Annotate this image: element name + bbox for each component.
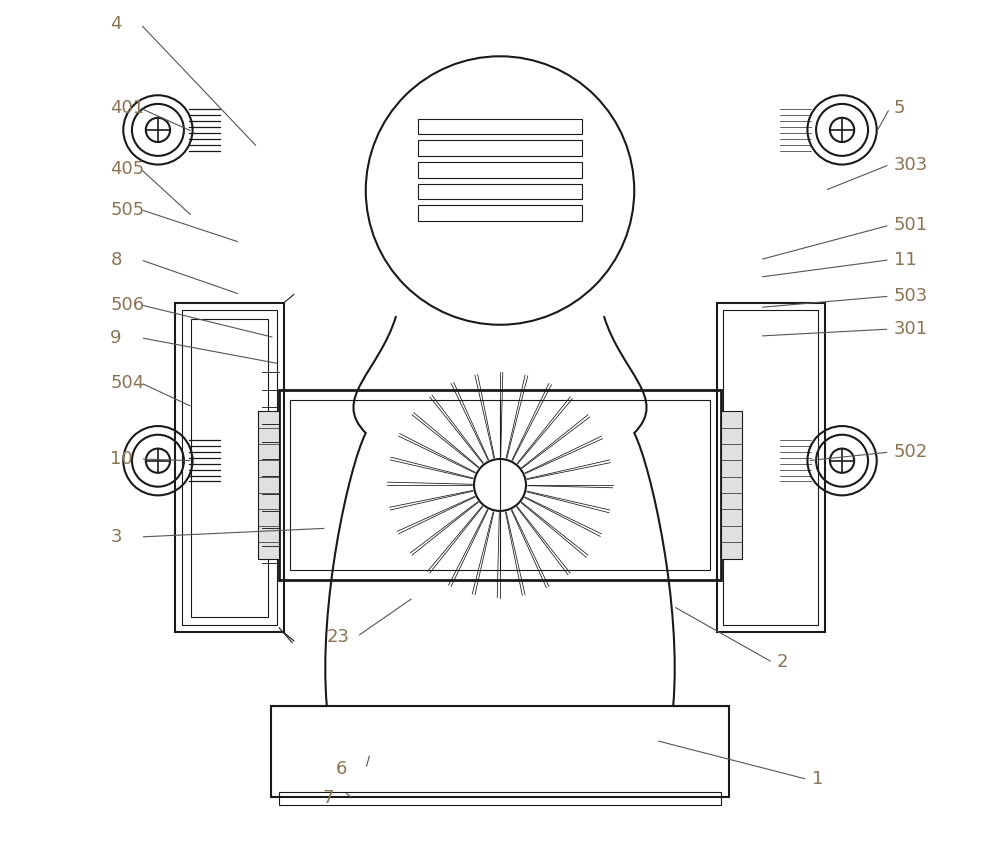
Text: 401: 401 — [110, 100, 144, 117]
Text: 505: 505 — [110, 201, 145, 218]
Text: 4: 4 — [110, 16, 122, 33]
Bar — [175, 303, 284, 632]
Text: 23: 23 — [327, 628, 350, 645]
Bar — [271, 706, 729, 797]
Text: 504: 504 — [110, 374, 145, 391]
Bar — [723, 310, 818, 625]
Bar — [279, 792, 721, 805]
Bar — [258, 411, 279, 559]
Text: 11: 11 — [894, 251, 917, 268]
Text: 405: 405 — [110, 160, 145, 178]
Text: 303: 303 — [894, 156, 928, 173]
Bar — [182, 310, 277, 625]
Bar — [290, 400, 710, 570]
Bar — [279, 390, 721, 580]
Text: 1: 1 — [812, 771, 823, 788]
Text: 501: 501 — [894, 216, 928, 234]
Text: 301: 301 — [894, 320, 928, 338]
Text: 8: 8 — [110, 251, 122, 268]
Text: 502: 502 — [894, 443, 928, 461]
Text: 503: 503 — [894, 288, 928, 305]
Text: 506: 506 — [110, 296, 144, 313]
Bar — [418, 140, 582, 156]
Text: 2: 2 — [777, 654, 789, 671]
Bar — [418, 184, 582, 199]
Bar — [418, 205, 582, 221]
Bar — [721, 411, 742, 559]
Text: 10: 10 — [110, 450, 133, 468]
Text: 9: 9 — [110, 329, 122, 346]
Bar — [191, 319, 268, 617]
Circle shape — [474, 459, 526, 511]
Bar — [418, 162, 582, 178]
Text: 6: 6 — [335, 760, 347, 778]
Text: 7: 7 — [322, 790, 334, 807]
Bar — [418, 119, 582, 134]
Text: 5: 5 — [894, 100, 906, 117]
Text: 3: 3 — [110, 528, 122, 546]
Bar — [716, 303, 825, 632]
